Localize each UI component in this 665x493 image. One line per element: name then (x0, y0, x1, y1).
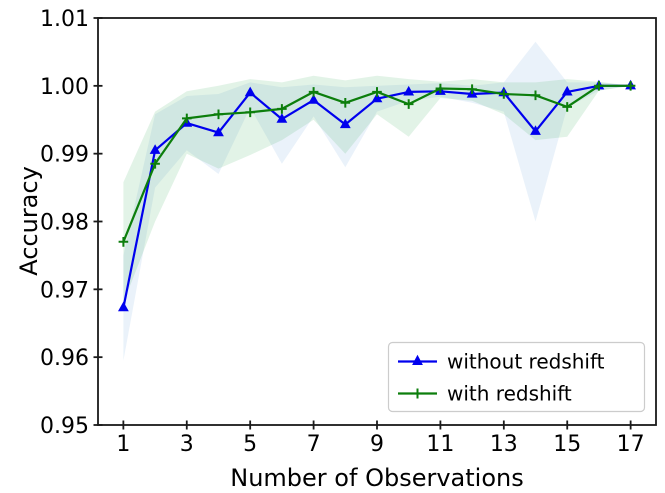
legend-entry-with-redshift: with redshift (398, 382, 572, 406)
triangle-marker-icon (213, 126, 224, 137)
y-tick-label: 0.99 (40, 143, 89, 168)
triangle-marker-icon (149, 144, 161, 154)
triangle-marker-icon (308, 94, 319, 104)
plus-marker-icon (530, 90, 541, 101)
plus-marker-icon (403, 99, 414, 109)
x-tick-label: 9 (370, 432, 384, 457)
plus-marker-icon (372, 87, 382, 97)
plus-marker-icon (245, 107, 255, 118)
y-tick-label: 0.96 (40, 346, 89, 371)
plus-marker-icon (213, 109, 224, 120)
y-tick-label: 1.00 (40, 75, 89, 100)
triangle-marker-icon (276, 113, 288, 123)
triangle-marker-icon (561, 85, 573, 96)
x-tick-label: 13 (490, 432, 518, 457)
triangle-marker-icon (412, 354, 423, 365)
x-tick-label: 5 (243, 432, 257, 457)
plus-marker-icon (467, 84, 477, 94)
x-tick-label: 11 (426, 432, 454, 457)
triangle-marker-icon (371, 92, 383, 103)
confidence-band-1 (123, 75, 631, 303)
y-axis-label: Accuracy (15, 166, 43, 276)
triangle-marker-icon (339, 118, 351, 129)
plus-marker-icon (150, 159, 160, 169)
legend-box (387, 341, 646, 413)
legend: without redshift with redshift (387, 341, 646, 413)
legend-label-with-redshift: with redshift (447, 382, 572, 406)
y-tick-label: 1.01 (40, 7, 89, 32)
plus-marker-icon (118, 237, 129, 247)
confidence-bands (123, 41, 631, 361)
y-tick-label: 0.97 (40, 278, 89, 303)
plus-marker-icon (625, 81, 636, 91)
triangle-marker-icon (530, 125, 541, 135)
x-axis-label: Number of Observations (230, 464, 523, 492)
y-tick-label: 0.95 (40, 414, 89, 439)
plus-marker-icon (499, 89, 509, 99)
x-tick-label: 1 (116, 432, 130, 457)
tick-labels: 1 3 5 7 9 11 13 15 170.950.960.970.980.991.001.0… (40, 7, 645, 457)
plus-marker-icon (340, 98, 351, 108)
x-tick-label: 15 (553, 432, 581, 457)
data-series (118, 79, 636, 312)
legend-label-without-redshift: without redshift (447, 350, 605, 374)
plus-marker-icon (562, 102, 572, 112)
plus-marker-icon (277, 104, 287, 114)
legend-entry-without-redshift: without redshift (398, 350, 605, 374)
plus-marker-icon (308, 87, 319, 97)
triangle-marker-icon (118, 301, 129, 312)
plus-marker-icon (594, 81, 604, 91)
y-tick-label: 0.98 (40, 211, 89, 236)
confidence-band-0 (123, 41, 631, 361)
plus-marker-icon (435, 83, 446, 94)
x-tick-label: 3 (180, 432, 194, 457)
plus-marker-icon (182, 113, 192, 124)
x-tick-label: 17 (617, 432, 645, 457)
triangle-marker-icon (403, 85, 415, 96)
axes-and-ticks (93, 17, 657, 430)
triangle-marker-icon (244, 86, 256, 97)
x-tick-label: 7 (307, 432, 321, 457)
